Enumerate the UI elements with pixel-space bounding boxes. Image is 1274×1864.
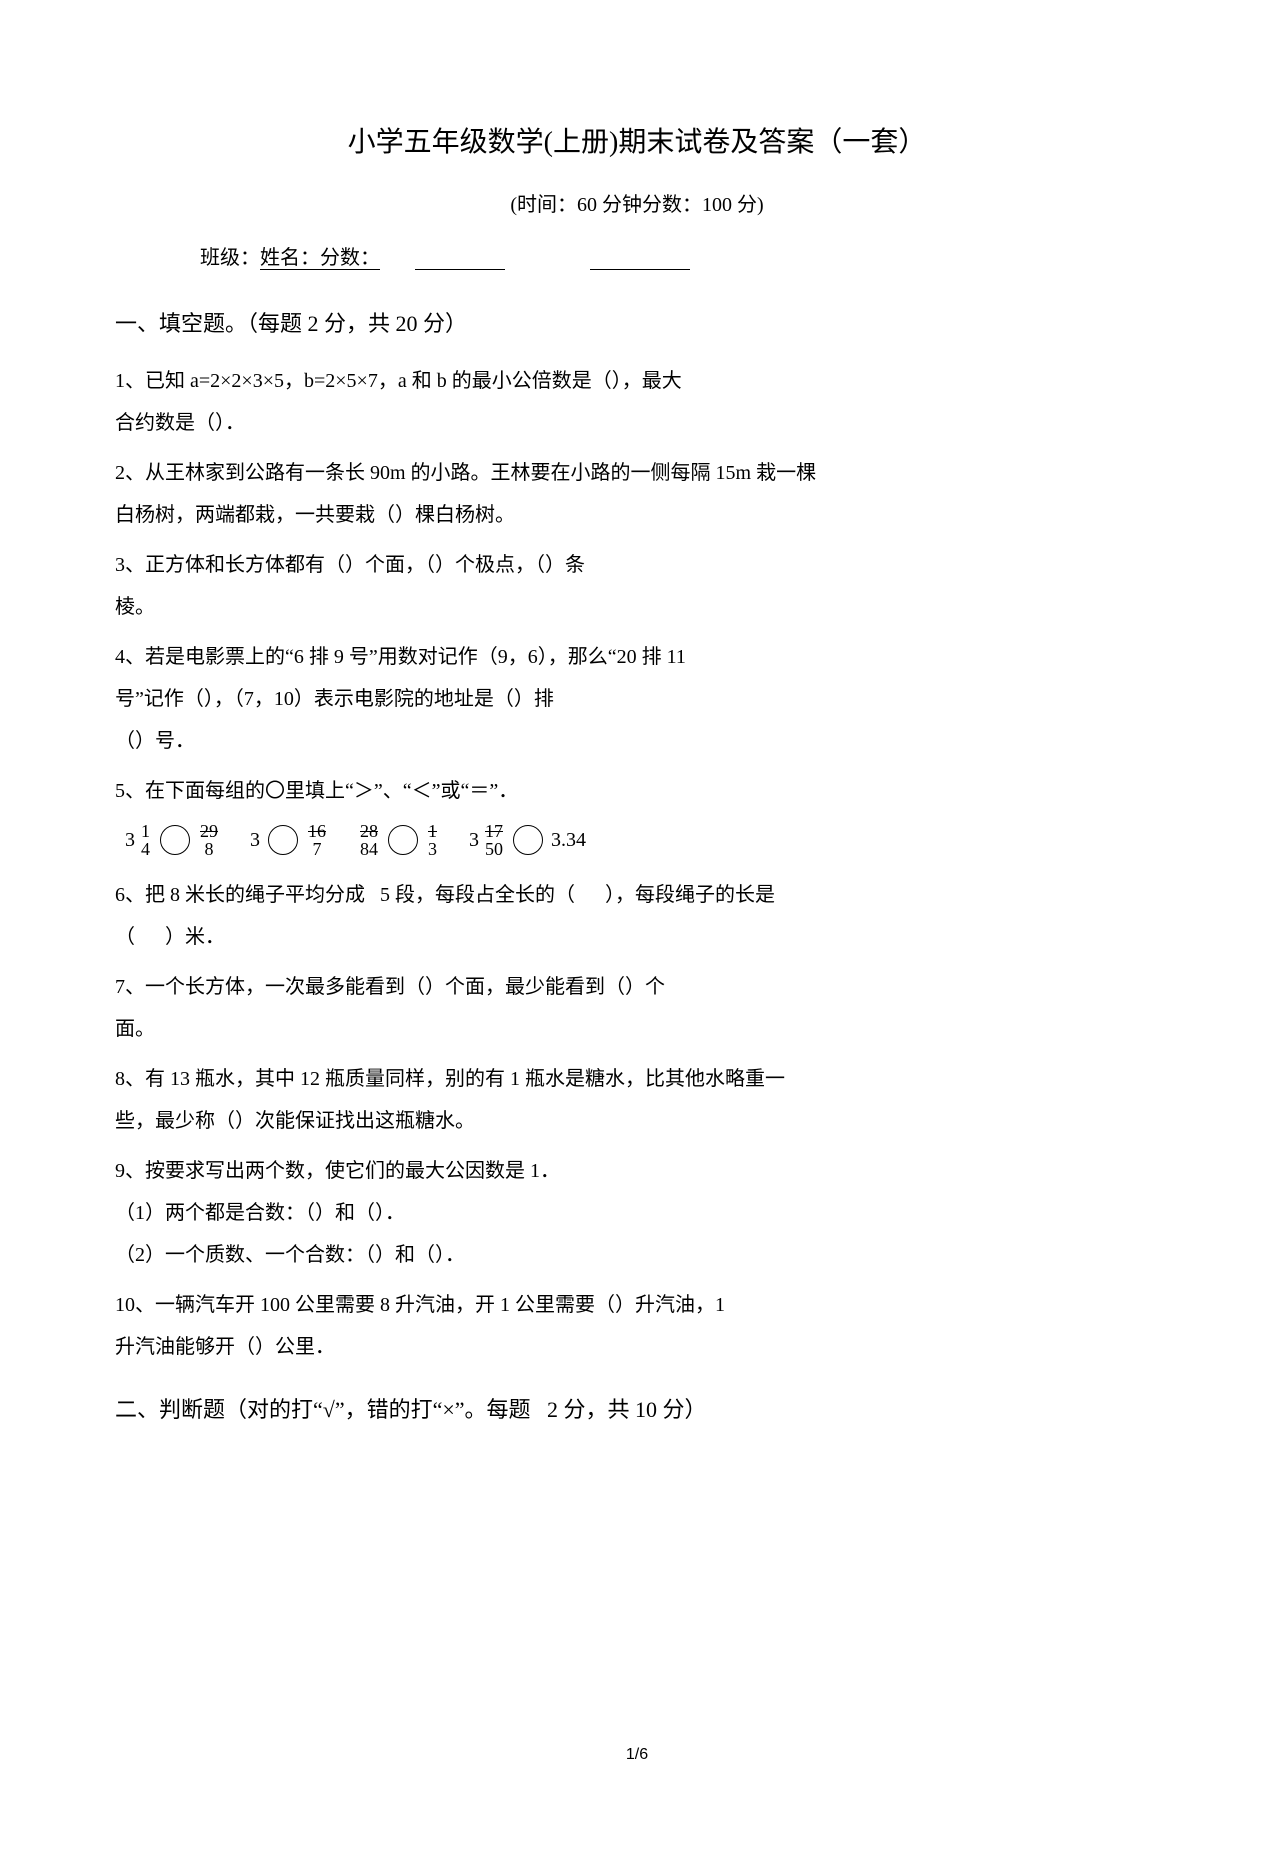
name-label: 姓名： <box>260 247 320 270</box>
q9-line3: （2）一个质数、一个合数：（）和（）． <box>115 1244 465 1266</box>
q5-text: 5、在下面每组的〇里填上“＞”、“＜”或“＝”． <box>115 780 518 802</box>
comparison-circle <box>388 825 418 855</box>
section-2-heading: 二、判断题（对的打“√”，错的打“×”。每题 2 分，共 10 分） <box>115 1392 1159 1424</box>
q5-comparison-row: 3 1 4 29 8 3 16 7 28 84 <box>125 822 1159 858</box>
q10-line1: 10、一辆汽车开 100 公里需要 8 升汽油，开 1 公里需要（）升汽油，1 <box>115 1294 725 1316</box>
question-10: 10、一辆汽车开 100 公里需要 8 升汽油，开 1 公里需要（）升汽油，1 … <box>115 1284 1159 1368</box>
numerator: 29 <box>198 822 220 840</box>
denominator: 84 <box>358 840 380 858</box>
q8-line2: 些，最少称（）次能保证找出这瓶糖水。 <box>115 1110 475 1132</box>
page-title: 小学五年级数学(上册)期末试卷及答案（一套） <box>115 120 1159 160</box>
numerator: 16 <box>306 822 328 840</box>
comparison-circle <box>268 825 298 855</box>
q5-item-1: 3 1 4 29 8 <box>125 822 220 858</box>
q4-line3: （）号． <box>115 730 195 752</box>
denominator: 8 <box>203 840 216 858</box>
question-3: 3、正方体和长方体都有（）个面，（）个极点，（）条 棱。 <box>115 544 1159 628</box>
denominator: 7 <box>311 840 324 858</box>
q7-line2: 面。 <box>115 1018 155 1040</box>
q6-line2: （ ）米． <box>115 926 225 948</box>
q2-line1: 2、从王林家到公路有一条长 90m 的小路。王林要在小路的一侧每隔 15m 栽一… <box>115 462 816 484</box>
q5-item-3: 28 84 1 3 <box>358 822 439 858</box>
blank-underline <box>415 269 505 270</box>
numerator: 1 <box>426 822 439 840</box>
denominator: 50 <box>483 840 505 858</box>
decimal-value: 3.34 <box>551 829 586 852</box>
q8-line1: 8、有 13 瓶水，其中 12 瓶质量同样，别的有 1 瓶水是糖水，比其他水略重… <box>115 1068 785 1090</box>
student-info-line: 班级：姓名：分数： <box>115 241 1159 270</box>
page-number: 1/6 <box>626 1746 648 1764</box>
question-4: 4、若是电影票上的“6 排 9 号”用数对记作（9，6），那么“20 排 11 … <box>115 636 1159 762</box>
fraction: 1 3 <box>426 822 439 858</box>
q6-line1: 6、把 8 米长的绳子平均分成 5 段，每段占全长的（ ），每段绳子的长是 <box>115 884 775 906</box>
denominator: 4 <box>139 840 152 858</box>
denominator: 3 <box>426 840 439 858</box>
q1-line1: 1、已知 a=2×2×3×5，b=2×5×7，a 和 b 的最小公倍数是（），最… <box>115 370 682 392</box>
q7-line1: 7、一个长方体，一次最多能看到（）个面，最少能看到（）个 <box>115 976 665 998</box>
q3-line1: 3、正方体和长方体都有（）个面，（）个极点，（）条 <box>115 554 585 576</box>
question-6: 6、把 8 米长的绳子平均分成 5 段，每段占全长的（ ），每段绳子的长是 （ … <box>115 874 1159 958</box>
question-1: 1、已知 a=2×2×3×5，b=2×5×7，a 和 b 的最小公倍数是（），最… <box>115 360 1159 444</box>
whole-number: 3 <box>125 829 135 852</box>
fraction: 1 4 <box>139 822 152 858</box>
q4-line1: 4、若是电影票上的“6 排 9 号”用数对记作（9，6），那么“20 排 11 <box>115 646 686 668</box>
q9-line1: 9、按要求写出两个数，使它们的最大公因数是 1． <box>115 1160 560 1182</box>
comparison-circle <box>160 825 190 855</box>
q3-line2: 棱。 <box>115 596 155 618</box>
numerator: 1 <box>139 822 152 840</box>
exam-info: (时间：60 分钟分数：100 分) <box>115 188 1159 217</box>
q4-line2: 号”记作（），（7，10）表示电影院的地址是（）排 <box>115 688 554 710</box>
class-label: 班级： <box>200 247 260 269</box>
q2-line2: 白杨树，两端都栽，一共要栽（）棵白杨树。 <box>115 504 515 526</box>
numerator: 17 <box>483 822 505 840</box>
q5-item-4: 3 17 50 3.34 <box>469 822 586 858</box>
score-label: 分数： <box>320 247 380 270</box>
q1-line2: 合约数是（）． <box>115 412 245 434</box>
fraction: 28 84 <box>358 822 380 858</box>
question-7: 7、一个长方体，一次最多能看到（）个面，最少能看到（）个 面。 <box>115 966 1159 1050</box>
fraction: 16 7 <box>306 822 328 858</box>
numerator: 28 <box>358 822 380 840</box>
question-5: 5、在下面每组的〇里填上“＞”、“＜”或“＝”． <box>115 770 1159 812</box>
section-1-heading: 一、填空题。（每题 2 分，共 20 分） <box>115 306 1159 338</box>
comparison-circle <box>513 825 543 855</box>
q10-line2: 升汽油能够开（）公里． <box>115 1336 335 1358</box>
blank-underline <box>590 269 690 270</box>
fraction: 17 50 <box>483 822 505 858</box>
question-9: 9、按要求写出两个数，使它们的最大公因数是 1． （1）两个都是合数：（）和（）… <box>115 1150 1159 1276</box>
question-8: 8、有 13 瓶水，其中 12 瓶质量同样，别的有 1 瓶水是糖水，比其他水略重… <box>115 1058 1159 1142</box>
q5-item-2: 3 16 7 <box>250 822 328 858</box>
question-2: 2、从王林家到公路有一条长 90m 的小路。王林要在小路的一侧每隔 15m 栽一… <box>115 452 1159 536</box>
whole-number: 3 <box>250 829 260 852</box>
fraction: 29 8 <box>198 822 220 858</box>
q9-line2: （1）两个都是合数：（）和（）． <box>115 1202 405 1224</box>
whole-number: 3 <box>469 829 479 852</box>
